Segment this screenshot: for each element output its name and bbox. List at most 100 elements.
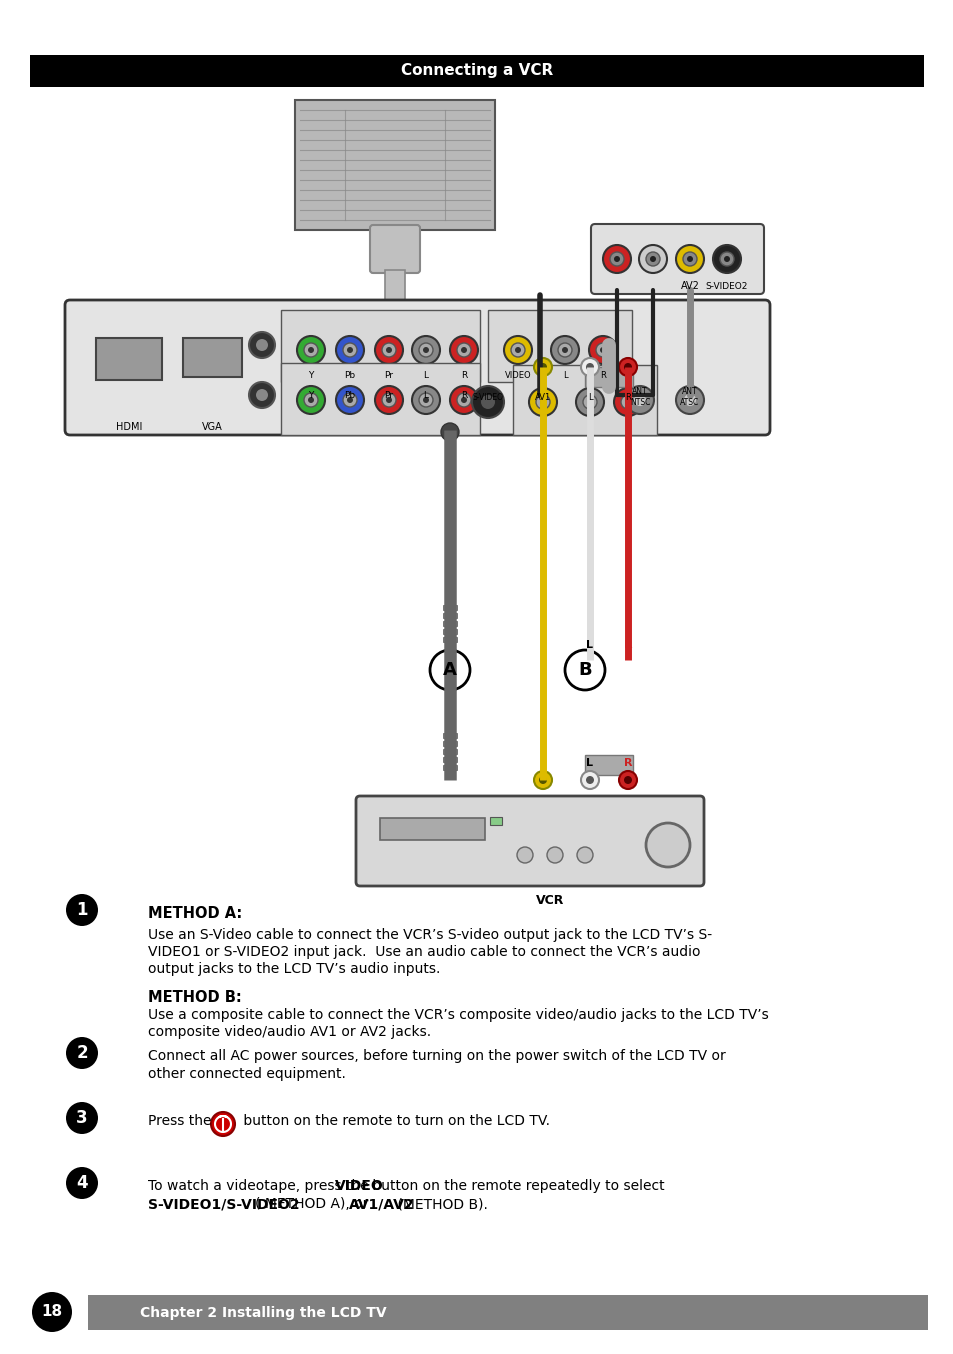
- Text: Pb: Pb: [344, 390, 355, 399]
- FancyBboxPatch shape: [442, 613, 456, 617]
- Circle shape: [66, 1102, 98, 1135]
- Text: Pb: Pb: [344, 371, 355, 379]
- Text: button on the remote to turn on the LCD TV.: button on the remote to turn on the LCD …: [239, 1114, 550, 1128]
- Text: VIDEO: VIDEO: [335, 1179, 383, 1193]
- Circle shape: [538, 363, 546, 371]
- Circle shape: [422, 347, 429, 353]
- Circle shape: [472, 386, 503, 418]
- Text: L: L: [423, 371, 428, 379]
- Text: 3: 3: [76, 1109, 88, 1127]
- Text: 4: 4: [76, 1174, 88, 1192]
- Circle shape: [634, 394, 645, 406]
- FancyBboxPatch shape: [442, 749, 456, 754]
- Circle shape: [577, 848, 593, 862]
- Circle shape: [712, 245, 740, 274]
- Circle shape: [503, 336, 532, 364]
- Circle shape: [602, 245, 630, 274]
- Circle shape: [623, 776, 631, 784]
- Circle shape: [645, 823, 689, 867]
- Circle shape: [480, 395, 495, 409]
- Text: HDMI: HDMI: [115, 422, 142, 432]
- Circle shape: [639, 245, 666, 274]
- Text: 18: 18: [41, 1304, 63, 1320]
- Circle shape: [683, 394, 696, 406]
- Circle shape: [375, 386, 402, 414]
- Circle shape: [645, 252, 659, 265]
- Text: Pr: Pr: [384, 371, 393, 379]
- Circle shape: [551, 336, 578, 364]
- Circle shape: [296, 386, 325, 414]
- Circle shape: [582, 395, 597, 409]
- Text: R: R: [460, 390, 467, 399]
- FancyBboxPatch shape: [442, 765, 456, 770]
- Circle shape: [686, 256, 692, 263]
- Circle shape: [335, 336, 364, 364]
- Text: To watch a videotape, press the: To watch a videotape, press the: [148, 1179, 373, 1193]
- Circle shape: [304, 343, 317, 357]
- Circle shape: [599, 347, 605, 353]
- Circle shape: [682, 252, 697, 265]
- Text: Press the: Press the: [148, 1114, 215, 1128]
- Text: R: R: [623, 758, 632, 768]
- Polygon shape: [373, 307, 416, 333]
- FancyBboxPatch shape: [442, 636, 456, 642]
- Circle shape: [255, 338, 268, 351]
- Circle shape: [511, 343, 524, 357]
- Text: ( METHOD A), or: ( METHOD A), or: [254, 1197, 373, 1210]
- Circle shape: [618, 770, 637, 789]
- Circle shape: [609, 252, 623, 265]
- Text: L: L: [586, 640, 593, 650]
- Circle shape: [536, 395, 550, 409]
- Circle shape: [676, 386, 703, 414]
- FancyBboxPatch shape: [442, 757, 456, 762]
- Circle shape: [625, 386, 654, 414]
- Circle shape: [418, 343, 433, 357]
- Circle shape: [249, 332, 274, 357]
- Circle shape: [515, 347, 520, 353]
- Circle shape: [66, 1037, 98, 1070]
- FancyBboxPatch shape: [488, 310, 631, 382]
- FancyBboxPatch shape: [30, 56, 923, 87]
- Text: METHOD A:: METHOD A:: [148, 906, 242, 921]
- FancyBboxPatch shape: [370, 225, 419, 274]
- Text: S-VIDEO2: S-VIDEO2: [705, 282, 747, 291]
- FancyBboxPatch shape: [65, 301, 769, 435]
- FancyBboxPatch shape: [442, 733, 456, 738]
- Text: L: L: [587, 393, 592, 402]
- Text: AV1/AV2: AV1/AV2: [349, 1197, 414, 1210]
- Text: R: R: [460, 371, 467, 379]
- Circle shape: [576, 389, 603, 416]
- Circle shape: [676, 245, 703, 274]
- Text: ANT
NTSC: ANT NTSC: [629, 387, 650, 406]
- Circle shape: [588, 336, 617, 364]
- Text: Chapter 2 Installing the LCD TV: Chapter 2 Installing the LCD TV: [140, 1307, 386, 1320]
- Circle shape: [347, 397, 353, 403]
- Circle shape: [440, 422, 458, 441]
- Text: AV1: AV1: [535, 393, 551, 402]
- FancyBboxPatch shape: [442, 621, 456, 626]
- Circle shape: [460, 347, 467, 353]
- Text: Use a composite cable to connect the VCR’s composite video/audio jacks to the LC: Use a composite cable to connect the VCR…: [148, 1007, 768, 1022]
- Text: 2: 2: [76, 1044, 88, 1062]
- Circle shape: [585, 776, 594, 784]
- Circle shape: [386, 397, 392, 403]
- Circle shape: [412, 386, 439, 414]
- Circle shape: [558, 343, 572, 357]
- Circle shape: [255, 389, 268, 401]
- Circle shape: [534, 357, 552, 376]
- Text: VIDEO: VIDEO: [504, 371, 531, 379]
- Circle shape: [304, 393, 317, 408]
- Text: R: R: [623, 640, 632, 650]
- FancyBboxPatch shape: [584, 756, 633, 774]
- Circle shape: [623, 363, 631, 371]
- Circle shape: [723, 256, 729, 263]
- Circle shape: [386, 347, 392, 353]
- Text: VIDEO1 or S-VIDEO2 input jack.  Use an audio cable to connect the VCR’s audio: VIDEO1 or S-VIDEO2 input jack. Use an au…: [148, 945, 700, 959]
- Text: L: L: [562, 371, 567, 379]
- Circle shape: [456, 343, 471, 357]
- Circle shape: [418, 393, 433, 408]
- Circle shape: [381, 343, 395, 357]
- Circle shape: [308, 397, 314, 403]
- FancyBboxPatch shape: [294, 100, 495, 230]
- Circle shape: [564, 650, 604, 691]
